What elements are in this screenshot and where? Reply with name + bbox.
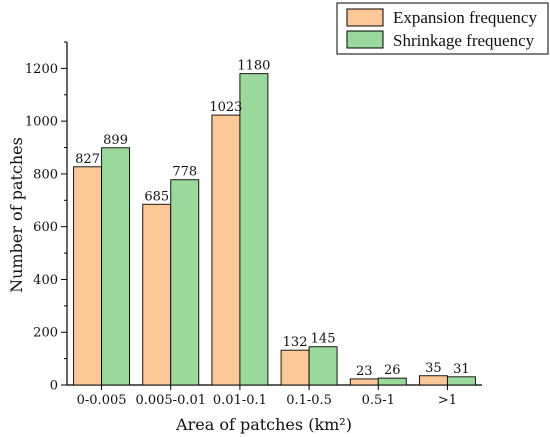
- bars: [73, 73, 476, 386]
- y-axis-title: Number of patches: [7, 137, 26, 293]
- bar-expansion: [349, 378, 379, 386]
- bar-expansion: [142, 203, 172, 386]
- bar-expansion: [73, 166, 103, 386]
- x-axis-title: Area of patches (km²): [175, 415, 352, 434]
- y-tick-label: 800: [33, 167, 58, 182]
- y-tick-label: 1000: [25, 115, 58, 130]
- data-label: 827: [75, 152, 100, 167]
- y-tick-label: 400: [33, 273, 58, 288]
- data-label: 1180: [237, 59, 270, 74]
- y-tick-label: 1200: [25, 62, 58, 77]
- data-label: 23: [356, 364, 373, 379]
- y-axis: 0 200 400 600 800 1000 1200: [25, 41, 68, 394]
- legend-swatch-shrinkage: [346, 30, 384, 49]
- x-axis: 0-0.005 0.005-0.01 0.01-0.1 0.1-0.5 0.5-1 >1: [67, 384, 482, 408]
- data-label: 145: [311, 332, 336, 347]
- legend-label-expansion: Expansion frequency: [393, 8, 537, 27]
- data-label: 778: [172, 165, 197, 180]
- bar-shrinkage: [308, 346, 338, 386]
- bar-shrinkage: [170, 179, 200, 386]
- data-label: 132: [283, 335, 308, 350]
- bar-expansion: [418, 375, 448, 386]
- legend-label-shrinkage: Shrinkage frequency: [393, 31, 535, 50]
- y-tick-label: 600: [33, 220, 58, 235]
- data-label: 35: [425, 361, 442, 376]
- y-tick-label: 200: [33, 326, 58, 341]
- bar-expansion: [211, 114, 241, 386]
- x-tick-label: 0.005-0.01: [135, 393, 206, 408]
- x-tick-label: >1: [438, 393, 457, 408]
- x-tick-label: 0.1-0.5: [286, 393, 332, 408]
- data-label: 1023: [209, 100, 242, 115]
- bar-shrinkage: [101, 147, 131, 386]
- bar-shrinkage: [446, 376, 476, 386]
- data-label: 899: [103, 133, 128, 148]
- bar-expansion: [280, 349, 310, 386]
- bar-shrinkage: [377, 377, 407, 386]
- y-tick-label: 0: [50, 379, 58, 394]
- data-label: 685: [144, 189, 169, 204]
- data-label: 31: [453, 362, 470, 377]
- x-tick-label: 0.5-1: [362, 393, 395, 408]
- x-tick-label: 0.01-0.1: [213, 393, 267, 408]
- data-label: 26: [384, 363, 401, 378]
- legend-swatch-expansion: [346, 8, 384, 27]
- legend: Expansion frequency Shrinkage frequency: [336, 2, 549, 55]
- x-tick-label: 0-0.005: [77, 393, 127, 408]
- bar-shrinkage: [239, 73, 269, 386]
